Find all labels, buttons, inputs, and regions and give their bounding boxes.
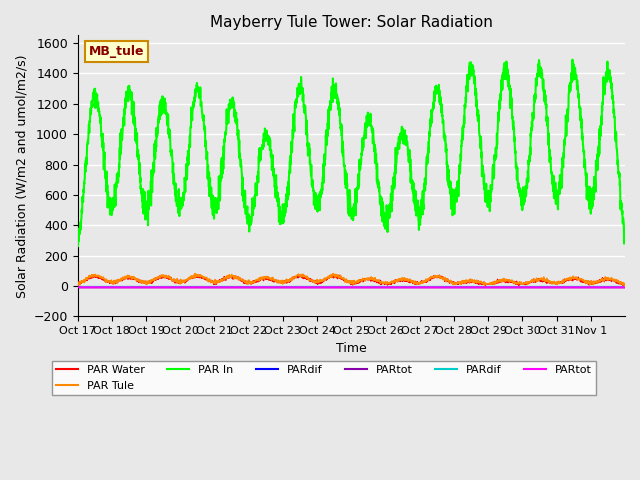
- Title: Mayberry Tule Tower: Solar Radiation: Mayberry Tule Tower: Solar Radiation: [210, 15, 493, 30]
- Y-axis label: Solar Radiation (W/m2 and umol/m2/s): Solar Radiation (W/m2 and umol/m2/s): [15, 54, 28, 298]
- Legend: PAR Water, PAR Tule, PAR In, PARdif, PARtot, PARdif, PARtot: PAR Water, PAR Tule, PAR In, PARdif, PAR…: [52, 361, 596, 395]
- Text: MB_tule: MB_tule: [88, 45, 144, 58]
- X-axis label: Time: Time: [336, 342, 367, 355]
